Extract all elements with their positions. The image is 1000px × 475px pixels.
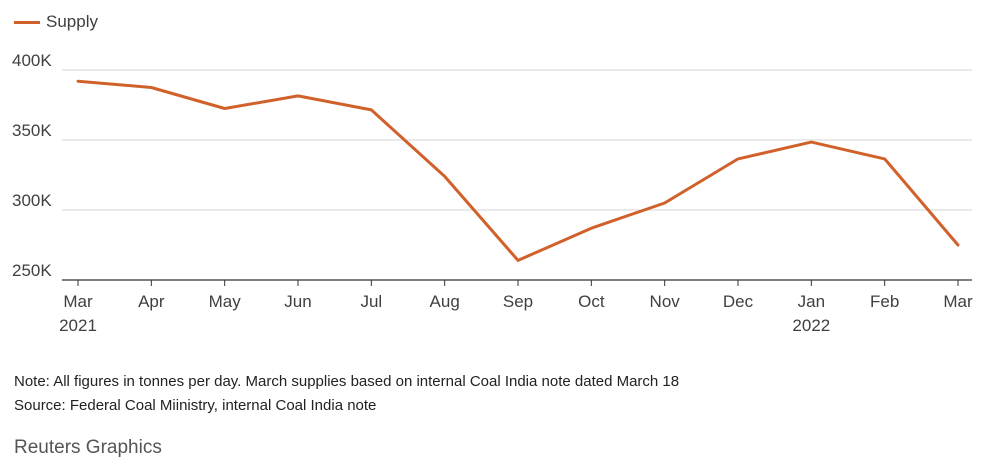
x-tick-label: Feb [870,292,899,311]
y-tick-label: 250K [12,261,52,280]
x-year-label: 2021 [59,316,97,335]
y-tick-label: 300K [12,191,52,210]
x-tick-label: Oct [578,292,605,311]
source-text: Source: Federal Coal Miinistry, internal… [14,397,377,414]
x-tick-label: Jun [284,292,311,311]
notes: Note: All figures in tonnes per day. Mar… [14,370,679,418]
x-tick-label: Nov [650,292,681,311]
y-tick-label: 400K [12,51,52,70]
credit: Reuters Graphics [14,437,162,458]
legend: Supply [14,12,98,32]
chart: 250K 300K 350K 400K Mar 2021 Apr May Jun Jul Aug Se… [12,51,973,335]
x-tick-label: Mar [943,292,973,311]
x-tick-label: Dec [723,292,754,311]
y-tick-label: 350K [12,121,52,140]
legend-label-supply: Supply [46,12,98,31]
x-tick-label: Sep [503,292,533,311]
x-tick-label: Mar [63,292,93,311]
series-line-supply [76,79,960,262]
x-tick-label: Aug [430,292,460,311]
x-tick-label: Jan [798,292,825,311]
x-tick-label: Apr [138,292,165,311]
note-text: Note: All figures in tonnes per day. Mar… [14,373,680,390]
x-tick-label: May [209,292,242,311]
legend-swatch-supply [14,20,40,24]
x-tick-label: Jul [360,292,382,311]
x-year-label: 2022 [792,316,830,335]
